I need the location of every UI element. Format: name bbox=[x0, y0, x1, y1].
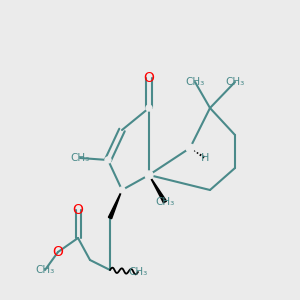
Polygon shape bbox=[149, 175, 166, 203]
Text: CH₃: CH₃ bbox=[155, 197, 175, 207]
Text: CH₃: CH₃ bbox=[225, 77, 244, 87]
Circle shape bbox=[119, 187, 125, 193]
Text: O: O bbox=[52, 245, 63, 259]
Text: CH₃: CH₃ bbox=[185, 77, 205, 87]
Text: CH₃: CH₃ bbox=[128, 267, 148, 277]
Circle shape bbox=[145, 171, 153, 179]
Circle shape bbox=[105, 157, 111, 163]
Circle shape bbox=[146, 105, 152, 111]
Text: H: H bbox=[201, 153, 209, 163]
Text: CH₃: CH₃ bbox=[70, 153, 90, 163]
Text: O: O bbox=[73, 203, 83, 217]
Polygon shape bbox=[108, 190, 122, 219]
Text: O: O bbox=[144, 71, 154, 85]
Text: CH₃: CH₃ bbox=[35, 265, 55, 275]
Circle shape bbox=[186, 144, 194, 152]
